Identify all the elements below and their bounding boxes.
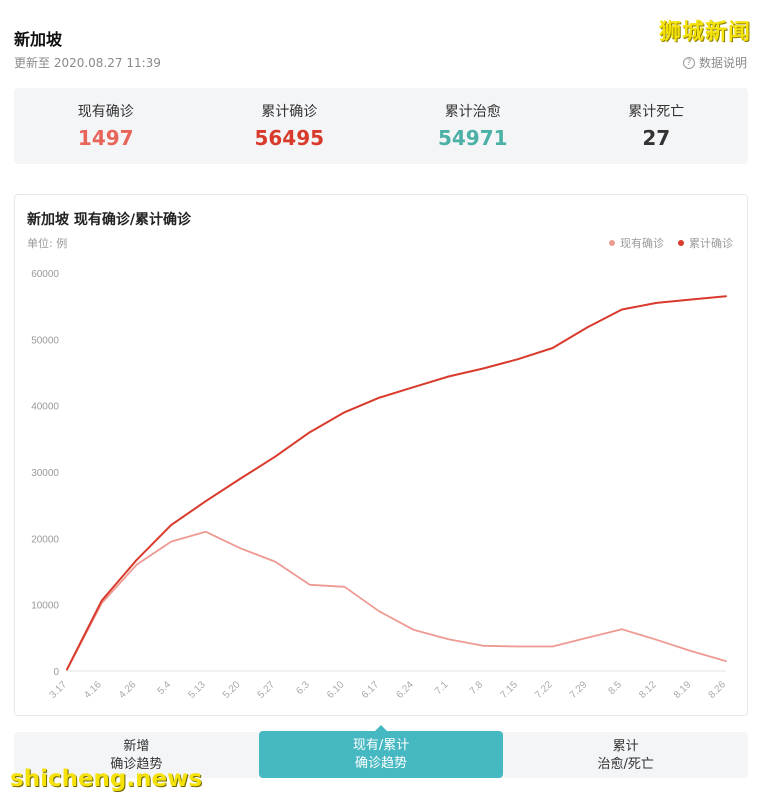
series-line-total xyxy=(66,295,727,671)
y-tick-label: 20000 xyxy=(31,534,59,545)
tab-line1: 新增 xyxy=(123,739,150,754)
x-tick-label: 3.17 xyxy=(48,679,70,701)
stat-current-confirmed: 现有确诊 1497 xyxy=(14,88,198,164)
legend-item-current[interactable]: 现有确诊 xyxy=(609,235,664,251)
stat-value: 54971 xyxy=(437,126,508,150)
y-tick-label: 60000 xyxy=(31,269,59,280)
chart-unit: 单位: 例 xyxy=(27,237,68,250)
x-tick-label: 6.10 xyxy=(325,679,347,701)
question-circle-icon: ? xyxy=(682,56,695,69)
legend-item-total[interactable]: 累计确诊 xyxy=(678,235,733,251)
x-tick-label: 8.19 xyxy=(672,679,694,701)
update-time: 更新至 2020.08.27 11:39 xyxy=(14,56,161,70)
legend-label: 累计确诊 xyxy=(689,237,733,250)
tab-recovered-deaths[interactable]: 累计 治愈/死亡 xyxy=(503,732,748,778)
stat-label: 累计治愈 xyxy=(444,104,501,120)
tab-line2: 确诊趋势 xyxy=(110,757,163,772)
stats-panel: 现有确诊 1497 累计确诊 56495 累计治愈 54971 累计死亡 27 xyxy=(14,88,748,164)
x-tick-label: 8.26 xyxy=(707,679,729,701)
stat-label: 累计确诊 xyxy=(261,104,318,120)
x-tick-label: 4.26 xyxy=(117,679,139,701)
stat-total-recovered: 累计治愈 54971 xyxy=(381,88,565,164)
x-tick-label: 7.8 xyxy=(468,679,486,697)
watermark-logo-top: 狮城新闻 xyxy=(658,20,751,45)
stat-total-confirmed: 累计确诊 56495 xyxy=(198,88,382,164)
y-tick-label: 0 xyxy=(53,667,59,678)
x-tick-label: 7.1 xyxy=(433,679,451,697)
stat-value: 56495 xyxy=(254,126,325,150)
data-explanation-label: 数据说明 xyxy=(698,56,747,70)
tab-current-total-trend[interactable]: 现有/累计 确诊趋势 xyxy=(258,725,504,778)
x-tick-label: 5.4 xyxy=(156,679,174,697)
x-tick-label: 6.3 xyxy=(294,679,312,697)
chart-legend: 现有确诊 累计确诊 xyxy=(609,235,733,251)
legend-label: 现有确诊 xyxy=(620,237,664,250)
stat-value: 1497 xyxy=(77,126,134,150)
x-tick-label: 8.12 xyxy=(637,679,659,701)
x-tick-label: 6.24 xyxy=(394,679,416,701)
x-tick-label: 5.20 xyxy=(221,679,243,701)
x-tick-label: 7.22 xyxy=(533,679,555,701)
x-tick-label: 4.16 xyxy=(82,679,104,701)
chart-tabs: 新增 确诊趋势 现有/累计 确诊趋势 累计 治愈/死亡 xyxy=(14,725,748,778)
stat-value: 27 xyxy=(642,126,671,150)
y-tick-label: 40000 xyxy=(31,402,59,413)
series-line-current xyxy=(66,530,727,671)
tab-line2: 治愈/死亡 xyxy=(597,757,654,772)
stat-label: 现有确诊 xyxy=(77,104,134,120)
tab-line1: 累计 xyxy=(612,739,639,754)
data-explanation-link[interactable]: ? 数据说明 xyxy=(682,54,747,71)
tab-new-confirmed-trend[interactable]: 新增 确诊趋势 xyxy=(14,732,259,778)
tab-line2: 确诊趋势 xyxy=(355,756,408,771)
page-title: 新加坡 xyxy=(14,30,63,49)
legend-dot-icon xyxy=(609,240,615,246)
x-tick-label: 5.27 xyxy=(256,679,278,701)
tab-line1: 现有/累计 xyxy=(352,738,410,753)
x-tick-label: 5.13 xyxy=(186,679,208,701)
watermark-logo-bottom: shicheng.news xyxy=(10,766,203,792)
y-tick-label: 30000 xyxy=(31,468,59,479)
x-tick-label: 8.5 xyxy=(606,679,624,697)
x-tick-label: 6.17 xyxy=(360,679,382,701)
y-tick-label: 10000 xyxy=(31,601,59,612)
chart-card: 新加坡 现有确诊/累计确诊 单位: 例 现有确诊 累计确诊 0 10000 2000… xyxy=(14,194,748,716)
legend-dot-icon xyxy=(678,240,684,246)
x-tick-label: 7.29 xyxy=(568,679,590,701)
y-tick-label: 50000 xyxy=(31,335,59,346)
x-tick-label: 7.15 xyxy=(498,679,520,701)
stat-label: 累计死亡 xyxy=(628,104,685,120)
stat-total-deaths: 累计死亡 27 xyxy=(565,88,749,164)
line-chart[interactable]: 0 10000 20000 30000 40000 50000 60000 3.17 4.16 4… xyxy=(15,195,747,715)
chart-title: 新加坡 现有确诊/累计确诊 xyxy=(27,212,191,228)
